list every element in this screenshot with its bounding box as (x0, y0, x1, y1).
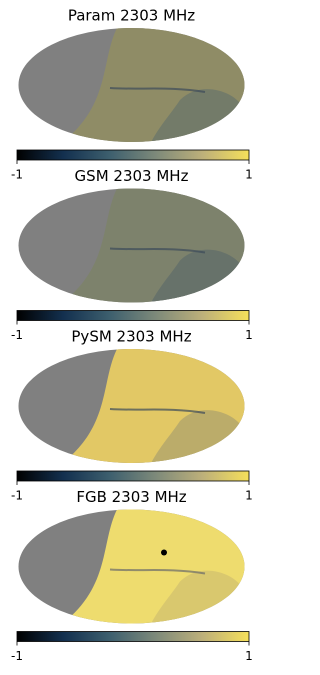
colorbar-tick-label: 1 (245, 489, 253, 503)
panel: FGB 2303 MHz -1 1 (11, 488, 253, 663)
panel-title: GSM 2303 MHz (75, 167, 189, 185)
colorbar (16, 470, 250, 482)
galactic-plane (109, 408, 206, 414)
panel-title: Param 2303 MHz (68, 7, 195, 25)
colorbar-tick-label: 1 (245, 328, 253, 342)
colorbar-tick-label: -1 (11, 168, 23, 182)
colorbar-tick-label: 1 (245, 168, 253, 182)
galactic-plane (109, 568, 206, 575)
galactic-plane (109, 87, 206, 93)
colorbar-tick-label: -1 (11, 489, 23, 503)
colorbar-tick-label: -1 (11, 328, 23, 342)
colorbar (16, 631, 250, 642)
point-source (161, 549, 167, 556)
colorbar (16, 310, 250, 321)
colorbar (16, 149, 250, 161)
panel-title: PySM 2303 MHz (71, 328, 191, 346)
galactic-plane (109, 247, 206, 254)
panel: PySM 2303 MHz -1 1 (11, 328, 253, 503)
panel: Param 2303 MHz -1 1 (11, 7, 253, 182)
panel: GSM 2303 MHz -1 1 (11, 167, 253, 342)
colorbar-tick-label: -1 (11, 649, 23, 663)
panel-title: FGB 2303 MHz (76, 488, 186, 506)
colorbar-tick-label: 1 (245, 649, 253, 663)
